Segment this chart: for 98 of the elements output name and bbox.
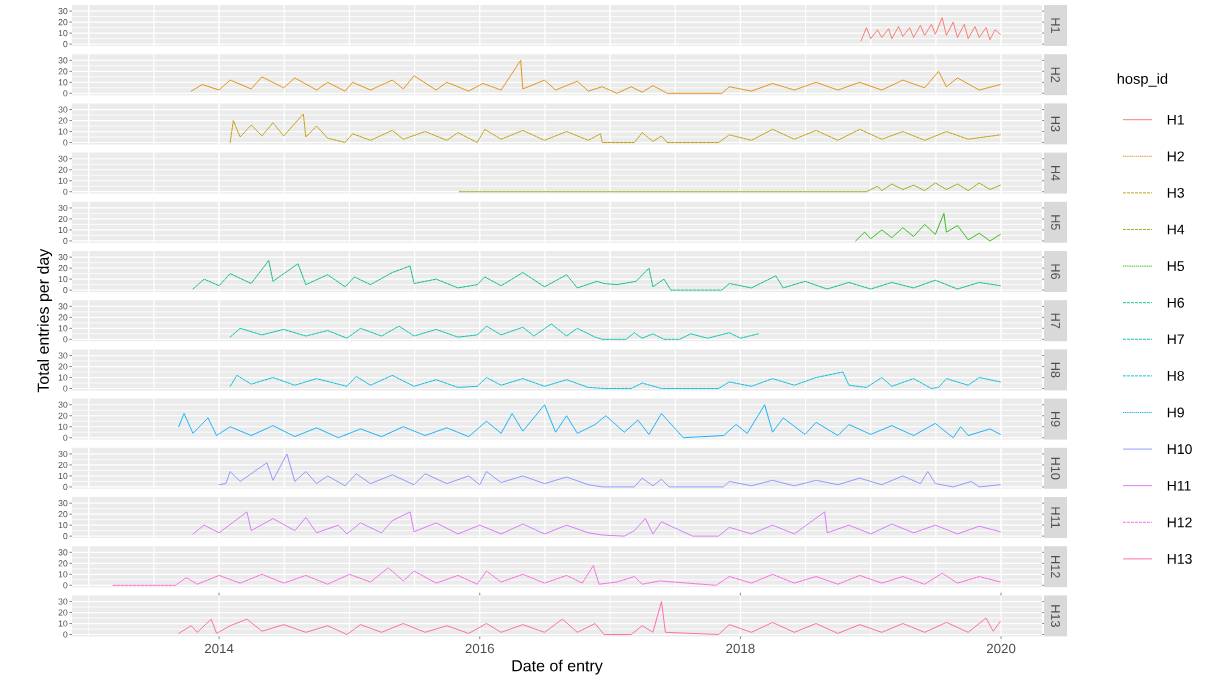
legend-label: H12 [1167, 517, 1192, 528]
y-tick-label: 10 [58, 571, 68, 578]
line-series [192, 511, 1001, 537]
legend-label: H10 [1167, 444, 1192, 455]
y-tick-label: 20 [58, 265, 68, 272]
text: H10 [1051, 457, 1060, 480]
legend-label: H5 [1167, 261, 1185, 271]
y-tick-label: 20 [58, 560, 68, 567]
y-tick-label: 0 [63, 483, 68, 490]
y-tick-label: 20 [58, 215, 68, 223]
y-tick-label: 10 [58, 30, 68, 37]
text: H1 [1051, 18, 1060, 33]
legend-label: H9 [1167, 407, 1184, 418]
y-tick-label: 30 [58, 598, 68, 605]
legend-label: H11 [1167, 480, 1191, 491]
line-series [112, 565, 1001, 586]
y-tick-label: 0 [63, 237, 68, 244]
line-series [178, 404, 1001, 439]
text: H3 [1051, 116, 1060, 132]
y-tick-label: 0 [63, 139, 68, 146]
text: H2 [1051, 67, 1060, 83]
legend-label: H6 [1167, 297, 1184, 308]
y-tick-label: 30 [58, 450, 68, 458]
y-tick-label: 0 [63, 41, 68, 48]
y-tick-label: 30 [58, 57, 68, 64]
text: H6 [1051, 264, 1060, 280]
legend-label: H4 [1167, 224, 1185, 235]
y-tick-label: 20 [58, 166, 68, 173]
x-tick-label: 2018 [726, 643, 755, 654]
line-series [458, 182, 1001, 193]
y-tick-label: 10 [58, 79, 68, 86]
line-series [855, 212, 1001, 242]
y-tick-label: 30 [58, 254, 68, 261]
y-tick-label: 20 [58, 363, 68, 370]
y-tick-label: 20 [58, 609, 68, 616]
legend-label: H13 [1167, 553, 1192, 564]
y-tick-label: 30 [58, 401, 68, 408]
y-tick-label: 10 [58, 325, 68, 332]
line-series [218, 453, 1001, 488]
y-tick-label: 0 [63, 385, 68, 392]
legend-label: H7 [1167, 334, 1184, 345]
y-tick-label: 10 [58, 128, 68, 135]
y-tick-label: 0 [63, 90, 68, 97]
line-series [229, 371, 1001, 389]
y-tick-label: 20 [58, 412, 68, 419]
y-tick-label: 0 [63, 287, 68, 294]
y-tick-label: 30 [58, 303, 68, 310]
y-axis-title: Total entries per day [37, 248, 53, 393]
y-tick-label: 0 [63, 631, 68, 638]
text: H8 [1051, 362, 1060, 378]
line-series [229, 323, 759, 340]
y-tick-label: 0 [63, 434, 68, 441]
y-tick-label: 30 [58, 549, 68, 556]
y-tick-label: 10 [58, 620, 68, 627]
y-tick-label: 30 [58, 8, 68, 15]
text: H4 [1051, 166, 1060, 181]
x-tick-label: 2016 [465, 643, 494, 654]
x-axis-title: Date of entry [512, 659, 603, 675]
line-series [178, 601, 1001, 635]
legend-label: H2 [1167, 151, 1184, 162]
legend-label: H8 [1167, 370, 1184, 381]
line-series [190, 59, 1001, 94]
y-tick-label: 20 [58, 461, 68, 468]
y-tick-label: 20 [58, 117, 68, 124]
x-tick-label: 2014 [204, 643, 234, 654]
legend-label: H1 [1167, 114, 1184, 125]
y-tick-label: 20 [58, 511, 68, 518]
y-tick-label: 0 [63, 188, 68, 195]
line-series [229, 113, 1001, 143]
y-tick-label: 10 [58, 177, 68, 184]
y-tick-label: 10 [58, 522, 68, 529]
y-tick-label: 10 [58, 423, 68, 430]
y-tick-label: 30 [58, 204, 68, 212]
y-tick-label: 30 [58, 500, 68, 507]
text: H13 [1051, 605, 1060, 627]
y-tick-label: 20 [58, 68, 68, 75]
x-tick-label: 2020 [986, 643, 1016, 654]
y-tick-label: 30 [58, 352, 68, 359]
text: H9 [1051, 412, 1060, 427]
legend-title: hosp_id [1117, 73, 1168, 87]
text: H7 [1051, 313, 1060, 329]
legend-label: H3 [1167, 187, 1184, 198]
y-tick-label: 10 [58, 226, 68, 233]
y-tick-label: 30 [58, 106, 68, 113]
y-tick-label: 10 [58, 276, 68, 283]
y-tick-label: 0 [63, 582, 68, 589]
y-tick-label: 0 [63, 533, 68, 540]
y-tick-label: 20 [58, 314, 68, 321]
text: H11 [1051, 507, 1060, 529]
y-tick-label: 30 [58, 155, 68, 162]
line-series [860, 17, 1001, 42]
text: H12 [1051, 556, 1060, 578]
y-tick-label: 20 [58, 19, 68, 26]
y-tick-label: 10 [58, 472, 68, 479]
y-tick-label: 0 [63, 336, 68, 343]
y-tick-label: 10 [58, 374, 68, 381]
line-series [192, 259, 1001, 291]
text: H5 [1051, 215, 1060, 230]
